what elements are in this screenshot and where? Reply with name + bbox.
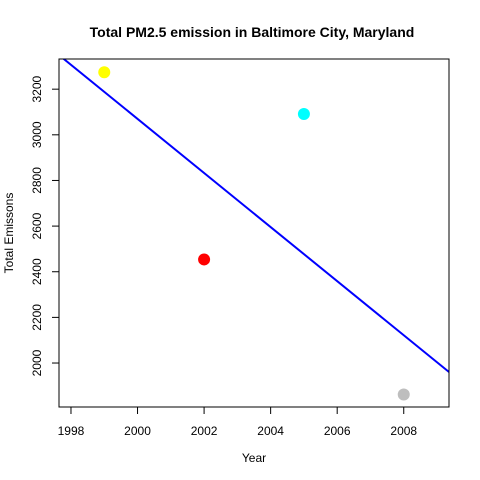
- x-tick-label: 1998: [58, 424, 85, 438]
- data-point: [397, 388, 410, 401]
- y-tick-label: 2600: [30, 212, 44, 239]
- x-tick-label: 2004: [257, 424, 284, 438]
- data-points: [98, 66, 410, 401]
- y-tick-label: 3000: [30, 121, 44, 148]
- x-tick-label: 2008: [390, 424, 417, 438]
- x-axis: 1998 2000 2002 2004 2006 2008: [58, 406, 417, 438]
- x-tick-label: 2000: [124, 424, 151, 438]
- chart-title: Total PM2.5 emission in Baltimore City, …: [90, 24, 415, 40]
- trend-line-group: [62, 59, 449, 373]
- y-axis-label: Total Emissons: [2, 193, 16, 274]
- y-tick-label: 2000: [30, 349, 44, 376]
- x-tick-label: 2006: [324, 424, 351, 438]
- data-point: [297, 107, 310, 120]
- x-axis-label: Year: [242, 451, 266, 465]
- plot-frame: [58, 58, 450, 408]
- trend-line: [62, 59, 449, 373]
- y-tick-label: 3200: [30, 75, 44, 102]
- data-point: [98, 66, 111, 79]
- y-tick-label: 2800: [30, 167, 44, 194]
- plot-area: [62, 59, 449, 401]
- y-tick-label: 2200: [30, 304, 44, 331]
- data-point: [198, 253, 211, 266]
- x-tick-label: 2002: [191, 424, 218, 438]
- y-tick-label: 2400: [30, 258, 44, 285]
